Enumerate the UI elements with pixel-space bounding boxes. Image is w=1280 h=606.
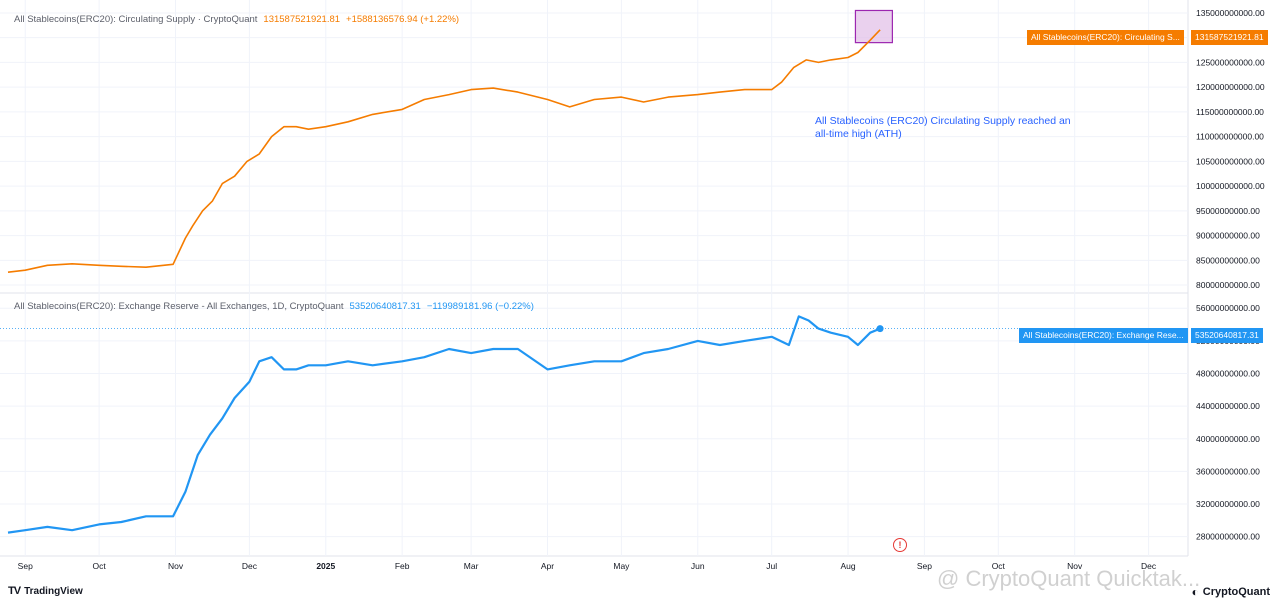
price-tag-reserve-label: All Stablecoins(ERC20): Exchange Rese... (1019, 328, 1188, 343)
y-tick-label-supply: 80000000000.00 (1196, 280, 1260, 290)
price-tag-supply-value: 131587521921.81 (1191, 30, 1268, 45)
x-tick-label: Feb (395, 561, 410, 571)
legend-top-change: +1588136576.94 (+1.22%) (346, 14, 460, 25)
warning-icon[interactable]: ! (893, 538, 907, 552)
reserve-last-point (876, 325, 884, 333)
x-tick-label: Nov (1067, 561, 1083, 571)
legend-bottom: All Stablecoins(ERC20): Exchange Reserve… (14, 301, 534, 312)
y-tick-label-reserve: 40000000000.00 (1196, 434, 1260, 444)
y-tick-label-supply: 100000000000.00 (1196, 181, 1265, 191)
legend-top: All Stablecoins(ERC20): Circulating Supp… (14, 14, 459, 25)
x-tick-label: Mar (464, 561, 479, 571)
legend-bottom-change: −119989181.96 (−0.22%) (426, 301, 534, 312)
y-tick-label-supply: 135000000000.00 (1196, 8, 1265, 18)
y-tick-label-supply: 95000000000.00 (1196, 206, 1260, 216)
watermark: @ CryptoQuant Quicktak... (937, 566, 1201, 591)
y-tick-label-supply: 125000000000.00 (1196, 57, 1265, 67)
price-tag-supply-label: All Stablecoins(ERC20): Circulating S... (1027, 30, 1184, 45)
legend-bottom-value: 53520640817.31 (349, 301, 421, 312)
reserve-line (7, 315, 881, 534)
x-tick-label: Nov (168, 561, 184, 571)
legend-bottom-title: All Stablecoins(ERC20): Exchange Reserve… (14, 301, 344, 312)
tradingview-logo[interactable]: TV TradingView (8, 585, 83, 597)
y-tick-label-reserve: 44000000000.00 (1196, 401, 1260, 411)
tradingview-label: TradingView (24, 585, 83, 597)
y-tick-label-reserve: 32000000000.00 (1196, 499, 1260, 509)
y-tick-label-supply: 110000000000.00 (1196, 132, 1264, 142)
x-tick-label: Oct (992, 561, 1006, 571)
y-tick-label-reserve: 28000000000.00 (1196, 532, 1260, 542)
x-tick-label: Oct (93, 561, 107, 571)
x-tick-label: Jun (691, 561, 705, 571)
y-tick-label-supply: 90000000000.00 (1196, 231, 1260, 241)
supply-line (7, 29, 881, 273)
x-tick-label: Sep (917, 561, 932, 571)
x-tick-label: Aug (840, 561, 855, 571)
x-tick-label: May (613, 561, 630, 571)
x-tick-label: Jul (766, 561, 777, 571)
y-tick-label-reserve: 48000000000.00 (1196, 369, 1260, 379)
cryptoquant-logo[interactable]: ◐ CryptoQuant (1192, 585, 1270, 599)
y-tick-label-supply: 115000000000.00 (1196, 107, 1264, 117)
ath-annotation[interactable]: All Stablecoins (ERC20) Circulating Supp… (815, 115, 1071, 140)
price-tag-reserve-value: 53520640817.31 (1191, 328, 1263, 343)
x-tick-label: Dec (1141, 561, 1157, 571)
x-tick-label: Apr (541, 561, 554, 571)
tradingview-mark-icon: TV (8, 585, 21, 597)
x-tick-label: 2025 (316, 561, 335, 571)
legend-top-title: All Stablecoins(ERC20): Circulating Supp… (14, 14, 258, 25)
x-tick-label: Dec (242, 561, 258, 571)
y-tick-label-supply: 120000000000.00 (1196, 82, 1265, 92)
y-tick-label-reserve: 36000000000.00 (1196, 466, 1260, 476)
y-tick-label-reserve: 56000000000.00 (1196, 303, 1260, 313)
cryptoquant-mark-icon: ◐ (1191, 585, 1199, 599)
y-tick-label-supply: 85000000000.00 (1196, 255, 1260, 265)
y-tick-label-supply: 105000000000.00 (1196, 156, 1265, 166)
x-tick-label: Sep (18, 561, 33, 571)
legend-top-value: 131587521921.81 (263, 14, 341, 25)
ath-highlight-box (854, 9, 893, 44)
cryptoquant-label: CryptoQuant (1202, 586, 1270, 598)
